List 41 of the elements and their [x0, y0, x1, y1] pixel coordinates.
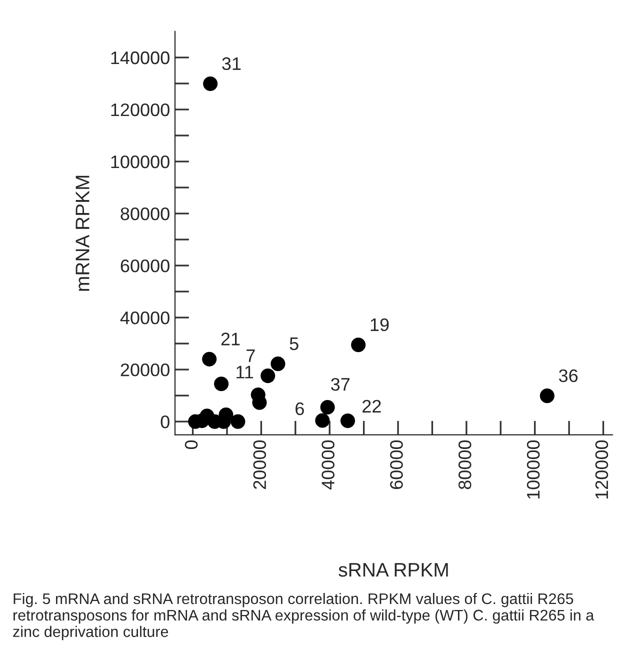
y-tick-label: 40000	[120, 311, 170, 324]
point	[540, 388, 554, 404]
point	[340, 414, 356, 428]
x-tick-label: 120000	[595, 440, 608, 499]
y-tick-label: 120000	[111, 103, 170, 116]
annotation: 7	[246, 349, 255, 362]
y-axis-title: mRNA RPKM	[76, 176, 90, 291]
point	[260, 368, 276, 384]
y-tick-label: 140000	[111, 51, 170, 64]
point	[270, 356, 286, 372]
x-tick-label: 0	[184, 440, 198, 450]
y-tick-label: 60000	[120, 259, 170, 272]
point	[218, 408, 234, 422]
point	[202, 352, 217, 366]
point	[230, 414, 246, 429]
annotation: 31	[222, 57, 241, 70]
point	[320, 400, 335, 415]
point	[252, 395, 267, 410]
annotation: 21	[221, 332, 240, 346]
annotation: 6	[296, 402, 304, 416]
annotation: 22	[362, 400, 381, 412]
y-tick-label: 0	[160, 416, 170, 428]
annotation: 37	[331, 378, 350, 391]
annotation: 11	[236, 366, 254, 378]
x-tick-label: 40000	[322, 440, 334, 490]
annotation: 19	[370, 318, 389, 332]
y-tick-label: 100000	[111, 155, 170, 168]
x-tick-label: 60000	[390, 440, 403, 489]
x-tick-label: 80000	[458, 440, 472, 490]
x-tick-label: 100000	[526, 440, 540, 499]
annotation: 5	[290, 338, 298, 350]
point	[214, 376, 229, 392]
point	[315, 413, 330, 428]
point	[351, 338, 366, 352]
x-axis-title: sRNA RPKM	[338, 563, 448, 577]
point	[203, 76, 218, 92]
x-tick-label: 20000	[253, 440, 266, 489]
caption: Fig. 5 mRNA and sRNA retrotransposon correlation. RPKM values of C. gattii R265 retrotransposons for mRNA and sRNA expression of wild-type (WT) C. gattii R265 in a zinc deprivation culture	[13, 592, 594, 640]
annotation: 36	[558, 369, 578, 382]
y-tick-label: 80000	[120, 207, 170, 220]
y-tick-label: 20000	[120, 363, 170, 376]
